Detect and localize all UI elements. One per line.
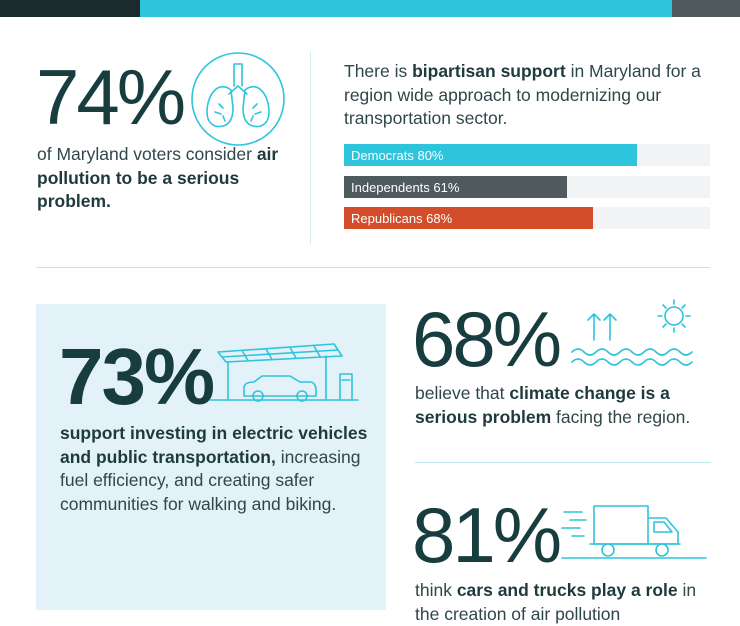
investing-text: support investing in electric vehicles a… (60, 422, 380, 516)
truck-icon (561, 505, 707, 559)
right-horizontal-divider (415, 462, 711, 463)
support-bar-democrats-fill: Democrats 80% (344, 144, 637, 166)
support-bar-independents-fill: Independents 61% (344, 176, 568, 198)
bipartisan-text: There is bipartisan support in Maryland … (344, 60, 724, 131)
top-band-cyan-segment (140, 0, 672, 17)
investing-text-plain: increasing fuel efficiency, and creating… (60, 446, 361, 514)
bipartisan-text-plain-1: There is (344, 61, 413, 81)
electric-car-charging-icon (209, 343, 359, 402)
horizontal-divider (36, 267, 710, 268)
bipartisan-text-bold: bipartisan support (412, 61, 566, 81)
investing-text-bold: support investing in electric vehicles a… (60, 423, 368, 467)
bipartisan-text-plain-2: in Maryland for a region wide approach t… (344, 61, 701, 128)
top-band-dark-segment (0, 0, 140, 17)
climate-text-plain-1: believe that (415, 383, 510, 403)
cars-trucks-text: think cars and trucks play a role in the… (415, 579, 725, 626)
air-pollution-text-plain: of Maryland voters consider (37, 144, 257, 164)
support-bar-democrats-label: Democrats 80% (351, 148, 444, 163)
vertical-divider (310, 52, 311, 244)
rising-sea-sun-icon (571, 299, 693, 366)
cars-trucks-text-plain-1: think (415, 580, 457, 600)
support-bar-independents-label: Independents 61% (351, 180, 460, 195)
investing-panel (36, 304, 386, 610)
support-bar-democrats: Democrats 80% (344, 144, 710, 166)
cars-trucks-text-bold: cars and trucks play a role (456, 580, 678, 600)
support-bar-republicans-label: Republicans 68% (351, 211, 453, 226)
climate-text-plain-2: facing the region. (551, 406, 691, 427)
top-band-grey-segment (672, 0, 740, 17)
investing-stat: 73% (59, 332, 215, 421)
climate-stat: 68% (412, 295, 562, 383)
support-bar-republicans: Republicans 68% (344, 207, 710, 229)
air-pollution-text-bold: air pollution to be a serious problem. (37, 144, 279, 211)
climate-text-bold: climate change is a serious problem (415, 383, 670, 427)
air-pollution-stat: 74% (36, 53, 186, 141)
lungs-icon (191, 52, 285, 146)
climate-text: believe that climate change is a serious… (415, 382, 725, 429)
support-bar-independents: Independents 61% (344, 176, 710, 198)
support-bar-republicans-fill: Republicans 68% (344, 207, 593, 229)
air-pollution-text: of Maryland voters consider air pollutio… (37, 143, 307, 214)
top-color-band (0, 0, 740, 17)
cars-trucks-stat: 81% (412, 491, 562, 579)
